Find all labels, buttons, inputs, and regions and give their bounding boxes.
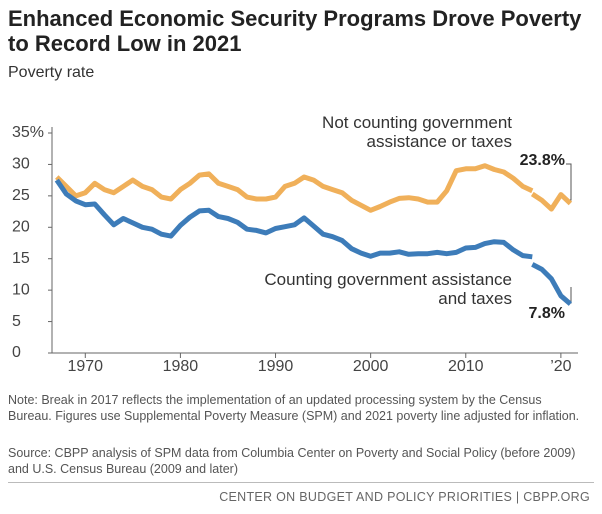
series-label: Counting government assistance and taxes [264,270,512,308]
y-tick-label: 20 [12,219,30,236]
chart: 0 5 10 15 20 25 30 35% 1970 1980 1990 2000 2010 ’20 [12,124,578,375]
series-label: Not counting government assistance or ta… [322,113,512,151]
y-tick-label: 35% [12,124,44,141]
source: Source: CBPP analysis of SPM data from C… [8,446,576,476]
subtitle: Poverty rate [8,64,95,81]
footer: CENTER ON BUDGET AND POLICY PRIORITIES |… [219,490,590,504]
title: Enhanced Economic Security Programs Drov… [8,6,582,56]
x-tick-label: 1980 [163,358,199,375]
bracket [566,163,572,201]
y-tick-label: 25 [12,187,30,204]
y-tick-label: 30 [12,156,30,173]
x-tick-label: 1970 [67,358,103,375]
x-tick-label: 2000 [353,358,389,375]
value-label: 23.8% [519,152,565,169]
y-tick-label: 10 [12,281,30,298]
series-line [55,163,573,213]
y-tick-label: 5 [12,313,21,330]
divider [8,482,594,483]
y-tick-label: 15 [12,250,30,267]
value-label: 7.8% [528,305,565,322]
x-tick-label: 2010 [448,358,484,375]
y-tick-label: 0 [12,344,21,361]
x-tick-label: 1990 [258,358,294,375]
note: Note: Break in 2017 reflects the impleme… [8,393,580,423]
series-line [54,178,573,306]
x-tick-label: ’20 [550,358,571,375]
